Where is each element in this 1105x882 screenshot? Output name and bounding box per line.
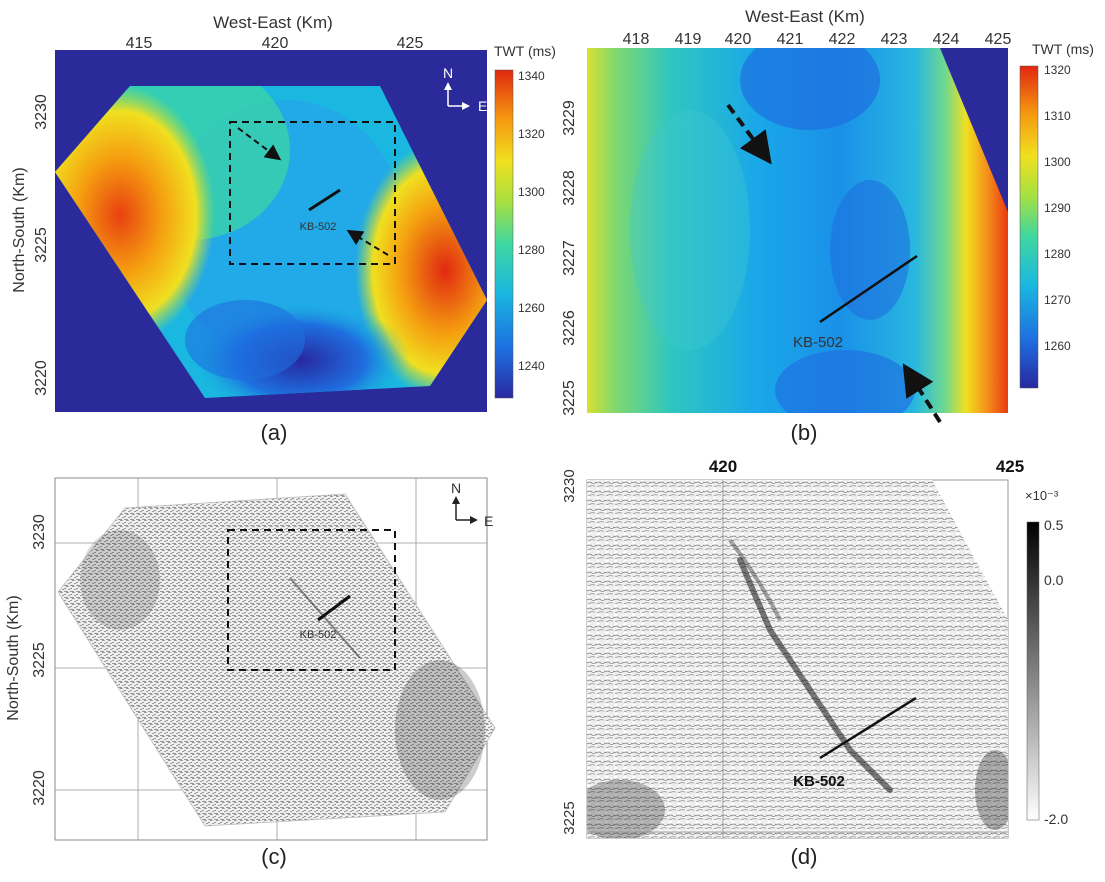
panel-b-y-tick: 3225 [561, 380, 578, 416]
panel-d-graphic: 420 425 3230 3225 KB-502 ×10⁻³ 0.5 0.0 -… [561, 457, 1068, 839]
panel-c-north-label: N [451, 480, 461, 496]
panel-c-y-axis-title: North-South (Km) [5, 595, 22, 720]
panel-d-colorbar-exponent: ×10⁻³ [1025, 488, 1059, 503]
panel-a-colorbar [494, 69, 514, 399]
panel-a-y-tick: 3230 [33, 94, 50, 130]
panel-d-colorbar-tick: 0.5 [1044, 517, 1064, 533]
panel-c-north-arrow: N E [451, 480, 493, 529]
panel-a-colorbar-tick: 1320 [518, 127, 545, 141]
panel-b-colorbar-tick: 1260 [1044, 339, 1071, 353]
panel-b-y-tick: 3226 [561, 310, 578, 346]
panel-b-x-tick: 425 [985, 31, 1012, 48]
panel-c-zoom-box [227, 529, 396, 671]
panel-b-x-tick: 421 [777, 31, 804, 48]
panel-a: West-East (Km) 415 420 425 North-South (… [0, 0, 560, 460]
panel-b-twt-surface [587, 48, 1008, 413]
panel-d-x-tick: 420 [709, 457, 737, 476]
panel-a-east-label: E [478, 98, 487, 114]
panel-b-arrow [902, 363, 942, 424]
panel-d-x-tick: 425 [996, 457, 1024, 476]
panel-a-north-arrow: N E [443, 65, 487, 114]
panel-a-arrow [237, 127, 282, 161]
panel-d-coherence-zoom [587, 480, 1008, 838]
panel-a-arrow [346, 229, 389, 256]
panel-b-graphic: West-East (Km) 418 419 420 421 422 423 4… [561, 7, 1094, 424]
panel-b-well-trajectory [819, 254, 918, 324]
panel-a-y-axis-title: North-South (Km) [11, 167, 28, 292]
panel-c-lineament [289, 577, 361, 659]
panel-a-x-tick: 415 [126, 35, 153, 52]
panel-b: West-East (Km) 418 419 420 421 422 423 4… [560, 0, 1105, 460]
panel-d: 420 425 3230 3225 KB-502 ×10⁻³ 0.5 0.0 -… [560, 457, 1105, 882]
panel-b-y-tick: 3228 [561, 170, 578, 206]
panel-b-well-label: KB-502 [793, 334, 843, 351]
panel-b-colorbar [1019, 65, 1039, 389]
panel-a-colorbar-tick: 1280 [518, 243, 545, 257]
panel-a-colorbar-tick: 1240 [518, 359, 545, 373]
panel-a-well-label: KB-502 [300, 221, 337, 233]
panel-c-y-tick: 3230 [31, 514, 48, 550]
panel-b-x-tick: 424 [933, 31, 960, 48]
panel-c-y-tick: 3220 [31, 770, 48, 806]
panel-c-y-tick: 3225 [31, 642, 48, 678]
panel-b-y-tick: 3229 [561, 100, 578, 136]
panel-b-y-tick: 3227 [561, 240, 578, 276]
panel-b-x-axis-title: West-East (Km) [745, 7, 865, 26]
panel-b-x-tick: 419 [675, 31, 702, 48]
panel-a-colorbar-title: TWT (ms) [494, 43, 556, 59]
panel-b-x-tick: 420 [725, 31, 752, 48]
panel-a-x-tick: 425 [397, 35, 424, 52]
panel-a-well-trajectory [308, 188, 341, 212]
panel-c-coherence-attribute [57, 493, 496, 827]
panel-b-colorbar-tick: 1320 [1044, 63, 1071, 77]
panel-b-colorbar-tick: 1270 [1044, 293, 1071, 307]
panel-d-well-trajectory [819, 696, 917, 760]
panel-d-caption: (d) [790, 844, 818, 869]
panel-a-colorbar-tick: 1340 [518, 69, 545, 83]
panel-d-colorbar [1026, 521, 1040, 821]
panel-a-colorbar-tick: 1300 [518, 185, 545, 199]
panel-b-x-tick: 418 [623, 31, 650, 48]
panel-c-well-label: KB-502 [300, 629, 337, 641]
panel-a-y-tick: 3225 [33, 227, 50, 263]
panel-a-caption: (a) [260, 420, 288, 445]
panel-c-caption: (c) [261, 844, 287, 869]
panel-a-north-label: N [443, 65, 453, 81]
panel-a-colorbar-tick: 1260 [518, 301, 545, 315]
panel-b-colorbar-tick: 1280 [1044, 247, 1071, 261]
panel-b-colorbar-tick: 1290 [1044, 201, 1071, 215]
panel-d-y-tick: 3225 [561, 801, 578, 834]
panel-c-graphic: North-South (Km) 3230 3225 3220 KB-502 N… [5, 477, 496, 841]
panel-d-lineament [737, 557, 893, 793]
panel-b-colorbar-tick: 1300 [1044, 155, 1071, 169]
panel-a-graphic: West-East (Km) 415 420 425 North-South (… [11, 13, 556, 412]
panel-d-colorbar-tick: -2.0 [1044, 811, 1068, 827]
panel-c-well-trajectory [317, 594, 351, 622]
panel-c: North-South (Km) 3230 3225 3220 KB-502 N… [0, 460, 560, 882]
panel-a-x-tick: 420 [262, 35, 289, 52]
panel-b-arrow [726, 103, 772, 165]
panel-b-caption: (b) [790, 420, 818, 445]
panel-a-zoom-box [229, 121, 396, 265]
panel-b-colorbar-title: TWT (ms) [1032, 41, 1094, 57]
panel-b-colorbar-tick: 1310 [1044, 109, 1071, 123]
panel-d-colorbar-tick: 0.0 [1044, 572, 1064, 588]
panel-d-well-label: KB-502 [793, 773, 845, 790]
panel-a-x-axis-title: West-East (Km) [213, 13, 333, 32]
panel-b-x-tick: 422 [829, 31, 856, 48]
panel-b-x-tick: 423 [881, 31, 908, 48]
panel-c-east-label: E [484, 513, 493, 529]
panel-d-y-tick: 3230 [561, 469, 578, 502]
panel-a-y-tick: 3220 [33, 360, 50, 396]
